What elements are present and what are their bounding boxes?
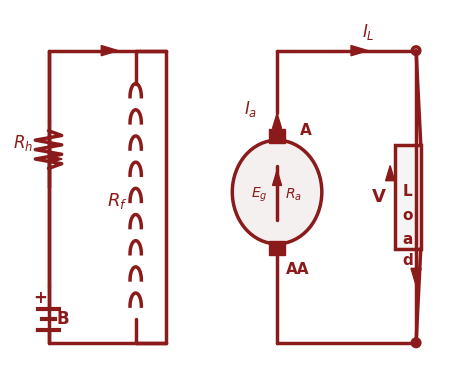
Text: a: a — [402, 232, 413, 247]
FancyBboxPatch shape — [269, 242, 285, 255]
Text: o: o — [402, 208, 413, 223]
Text: $R_h$: $R_h$ — [12, 132, 33, 152]
Polygon shape — [351, 46, 368, 56]
Text: A: A — [300, 123, 311, 138]
Text: $E_g$: $E_g$ — [251, 185, 267, 204]
Text: −: − — [34, 322, 48, 340]
Polygon shape — [273, 113, 282, 128]
Text: +: + — [34, 289, 47, 307]
Text: d: d — [402, 253, 413, 268]
Ellipse shape — [232, 140, 322, 244]
Text: AA: AA — [285, 262, 309, 277]
Text: L: L — [403, 184, 413, 200]
Polygon shape — [101, 46, 118, 56]
Text: $R_f$: $R_f$ — [108, 192, 128, 212]
Text: $R_a$: $R_a$ — [285, 186, 302, 202]
Text: $I_a$: $I_a$ — [244, 99, 257, 119]
Polygon shape — [273, 170, 282, 185]
Polygon shape — [386, 166, 395, 181]
Polygon shape — [49, 155, 62, 163]
FancyBboxPatch shape — [395, 145, 421, 248]
FancyBboxPatch shape — [269, 129, 285, 142]
Text: B: B — [57, 310, 70, 328]
Text: $I_L$: $I_L$ — [362, 22, 374, 43]
Polygon shape — [411, 268, 421, 285]
Text: V: V — [372, 188, 385, 206]
